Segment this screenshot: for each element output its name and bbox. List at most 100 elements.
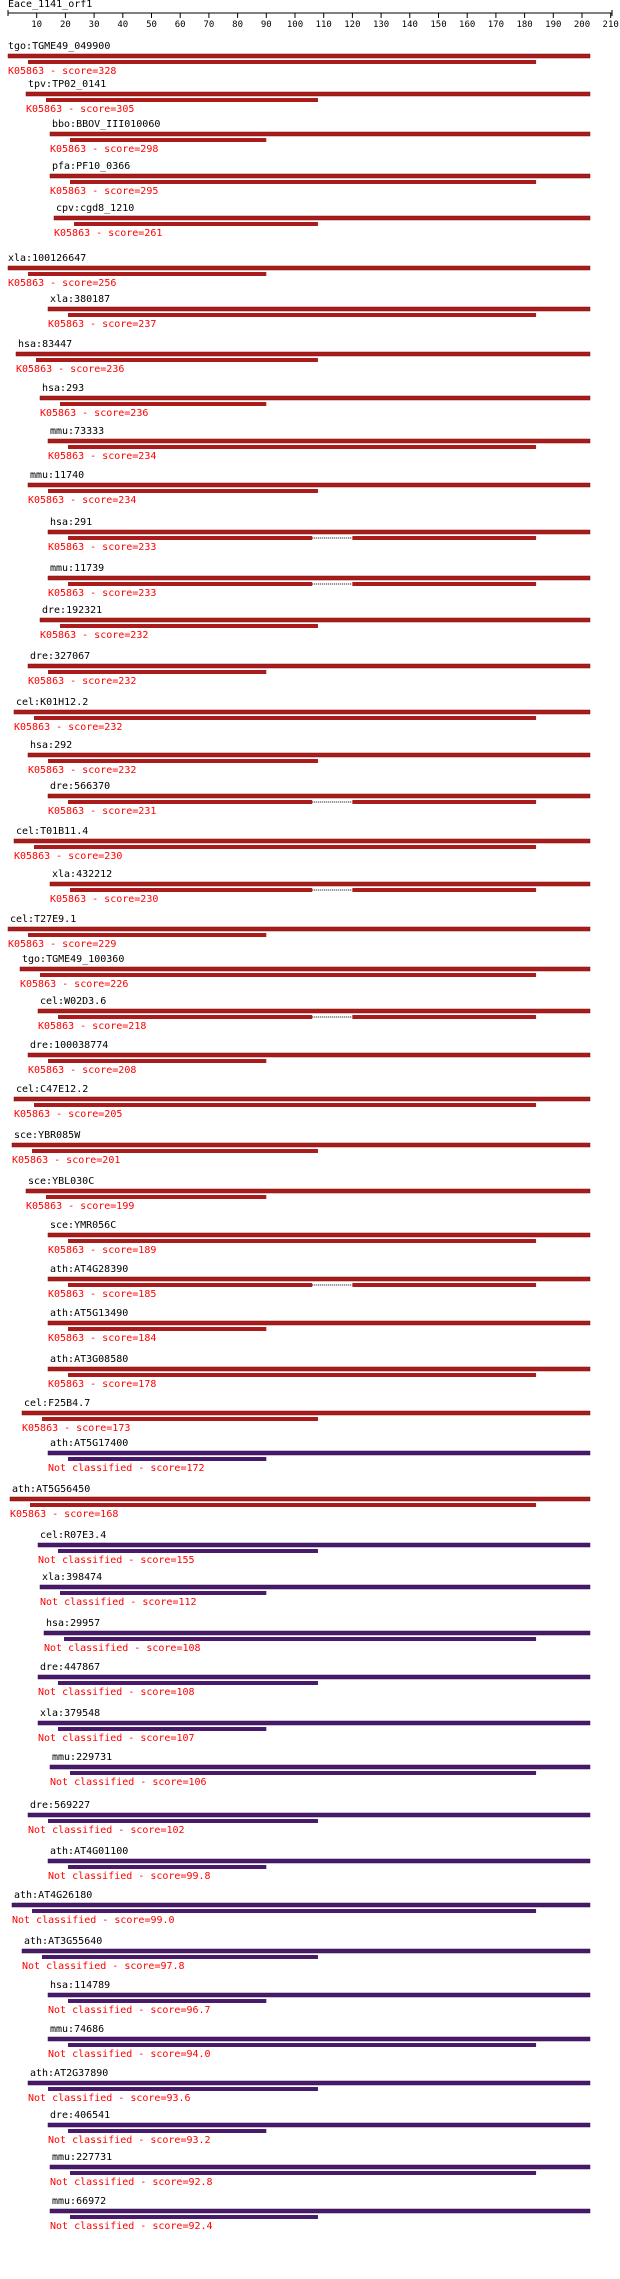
hit-annotation[interactable]: K05863 - score=199 <box>26 1201 135 1212</box>
hit-gene-label[interactable]: cpv:cgd8_1210 <box>56 203 135 214</box>
hit-gene-label[interactable]: ath:AT4G01100 <box>50 1846 129 1857</box>
hit-segment[interactable] <box>352 1283 537 1287</box>
hit-segment[interactable] <box>68 313 537 317</box>
hit-annotation[interactable]: Not classified - score=92.8 <box>50 2177 213 2188</box>
hit-segment[interactable] <box>352 1015 537 1019</box>
hit-annotation[interactable]: Not classified - score=107 <box>38 1733 195 1744</box>
hit-segment[interactable] <box>48 2087 318 2091</box>
hit-annotation[interactable]: K05863 - score=173 <box>22 1423 131 1434</box>
hit-segment[interactable] <box>48 1059 267 1063</box>
hit-segment[interactable] <box>32 1909 537 1913</box>
hit-annotation[interactable]: K05863 - score=261 <box>54 228 163 239</box>
hit-gene-label[interactable]: dre:406541 <box>50 2110 111 2121</box>
hit-annotation[interactable]: K05863 - score=232 <box>40 630 149 641</box>
hit-annotation[interactable]: K05863 - score=189 <box>48 1245 157 1256</box>
hit-bar[interactable] <box>27 2080 591 2086</box>
hit-bar[interactable] <box>27 482 591 488</box>
hit-annotation[interactable]: K05863 - score=205 <box>14 1109 123 1120</box>
hit-gene-label[interactable]: mmu:11740 <box>30 470 85 481</box>
hit-gene-label[interactable]: hsa:114789 <box>50 1980 111 1991</box>
hit-gene-label[interactable]: xla:380187 <box>50 294 111 305</box>
hit-bar[interactable] <box>19 966 591 972</box>
hit-segment[interactable] <box>34 845 537 849</box>
hit-bar[interactable] <box>37 1674 591 1680</box>
hit-bar[interactable] <box>47 575 591 581</box>
hit-bar[interactable] <box>13 838 591 844</box>
hit-segment[interactable] <box>34 716 537 720</box>
hit-gene-label[interactable]: hsa:293 <box>42 383 85 394</box>
hit-bar[interactable] <box>25 91 591 97</box>
hit-annotation[interactable]: Not classified - score=112 <box>40 1597 197 1608</box>
hit-segment[interactable] <box>40 973 537 977</box>
hit-gene-label[interactable]: ath:AT3G08580 <box>50 1354 129 1365</box>
hit-bar[interactable] <box>49 173 591 179</box>
hit-gene-label[interactable]: hsa:29957 <box>46 1618 101 1629</box>
hit-annotation[interactable]: K05863 - score=234 <box>48 451 157 462</box>
hit-segment[interactable] <box>34 1103 537 1107</box>
hit-segment[interactable] <box>60 1591 267 1595</box>
hit-bar[interactable] <box>27 1052 591 1058</box>
hit-segment[interactable] <box>68 2043 537 2047</box>
hit-annotation[interactable]: K05863 - score=328 <box>8 66 117 77</box>
hit-gene-label[interactable]: dre:569227 <box>30 1800 91 1811</box>
hit-gene-label[interactable]: ath:AT4G28390 <box>50 1264 129 1275</box>
hit-annotation[interactable]: K05863 - score=256 <box>8 278 117 289</box>
hit-segment[interactable] <box>70 2215 318 2219</box>
hit-bar[interactable] <box>11 1902 591 1908</box>
hit-bar[interactable] <box>21 1948 591 1954</box>
hit-gene-label[interactable]: cel:F25B4.7 <box>24 1398 91 1409</box>
hit-gene-label[interactable]: tpv:TP02_0141 <box>28 79 107 90</box>
hit-annotation[interactable]: Not classified - score=94.0 <box>48 2049 211 2060</box>
hit-bar[interactable] <box>47 2122 591 2128</box>
hit-bar[interactable] <box>27 663 591 669</box>
hit-bar[interactable] <box>47 1276 591 1282</box>
hit-annotation[interactable]: Not classified - score=155 <box>38 1555 195 1566</box>
hit-gene-label[interactable]: cel:T27E9.1 <box>10 914 77 925</box>
hit-annotation[interactable]: K05863 - score=234 <box>28 495 137 506</box>
hit-bar[interactable] <box>9 1496 591 1502</box>
hit-gene-label[interactable]: hsa:83447 <box>18 339 73 350</box>
hit-gene-label[interactable]: bbo:BBOV_III010060 <box>52 119 161 130</box>
hit-segment[interactable] <box>58 1727 267 1731</box>
hit-segment[interactable] <box>28 933 267 937</box>
hit-segment[interactable] <box>68 1283 313 1287</box>
hit-segment[interactable] <box>48 759 318 763</box>
hit-segment[interactable] <box>60 624 318 628</box>
hit-bar[interactable] <box>39 395 591 401</box>
hit-bar[interactable] <box>47 1450 591 1456</box>
hit-annotation[interactable]: Not classified - score=99.0 <box>12 1915 175 1926</box>
hit-bar[interactable] <box>47 306 591 312</box>
hit-segment[interactable] <box>42 1955 318 1959</box>
hit-segment[interactable] <box>48 1819 318 1823</box>
hit-annotation[interactable]: Not classified - score=99.8 <box>48 1871 211 1882</box>
hit-segment[interactable] <box>42 1417 318 1421</box>
hit-annotation[interactable]: K05863 - score=298 <box>50 144 159 155</box>
hit-gene-label[interactable]: sce:YBR085W <box>14 1130 81 1141</box>
hit-bar[interactable] <box>27 752 591 758</box>
hit-gene-label[interactable]: ath:AT2G37890 <box>30 2068 109 2079</box>
hit-gene-label[interactable]: dre:327067 <box>30 651 91 662</box>
hit-segment[interactable] <box>68 1457 267 1461</box>
hit-gene-label[interactable]: ath:AT5G13490 <box>50 1308 129 1319</box>
hit-annotation[interactable]: K05863 - score=230 <box>14 851 123 862</box>
hit-annotation[interactable]: K05863 - score=231 <box>48 806 157 817</box>
hit-gene-label[interactable]: xla:398474 <box>42 1572 103 1583</box>
hit-annotation[interactable]: K05863 - score=233 <box>48 588 157 599</box>
hit-gene-label[interactable]: ath:AT4G26180 <box>14 1890 93 1901</box>
hit-annotation[interactable]: K05863 - score=185 <box>48 1289 157 1300</box>
hit-bar[interactable] <box>11 1142 591 1148</box>
hit-bar[interactable] <box>49 1764 591 1770</box>
hit-bar[interactable] <box>7 265 591 271</box>
hit-bar[interactable] <box>47 2036 591 2042</box>
hit-gene-label[interactable]: pfa:PF10_0366 <box>52 161 131 172</box>
hit-bar[interactable] <box>39 617 591 623</box>
hit-bar[interactable] <box>13 1096 591 1102</box>
hit-bar[interactable] <box>43 1630 591 1636</box>
hit-gene-label[interactable]: cel:R07E3.4 <box>40 1530 107 1541</box>
hit-segment[interactable] <box>46 1195 267 1199</box>
hit-bar[interactable] <box>27 1812 591 1818</box>
hit-bar[interactable] <box>7 53 591 59</box>
hit-annotation[interactable]: Not classified - score=108 <box>38 1687 195 1698</box>
hit-annotation[interactable]: K05863 - score=232 <box>28 676 137 687</box>
hit-segment[interactable] <box>60 402 267 406</box>
